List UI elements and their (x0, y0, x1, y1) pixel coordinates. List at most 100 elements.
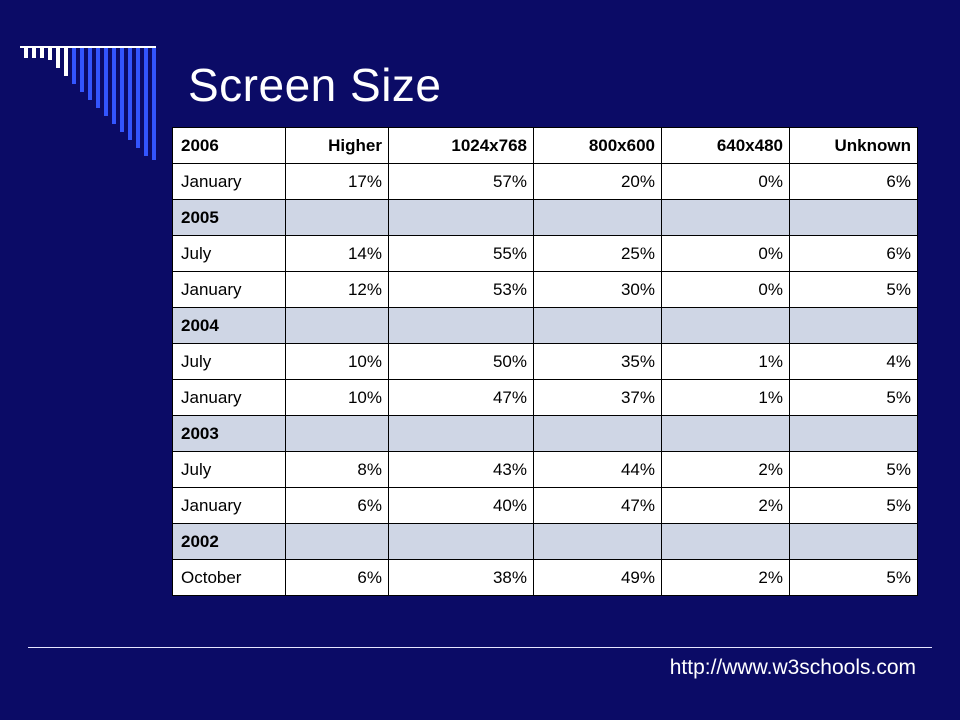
decorative-line (20, 46, 156, 48)
column-header: Unknown (789, 127, 918, 164)
empty-cell (789, 415, 918, 452)
empty-cell (388, 415, 534, 452)
empty-cell (533, 523, 662, 560)
decorative-bars (20, 46, 156, 160)
empty-cell (533, 199, 662, 236)
percent-cell: 43% (388, 451, 534, 488)
percent-cell: 1% (661, 379, 790, 416)
year-row: 2004 (172, 307, 918, 344)
footer-divider (28, 647, 932, 648)
percent-cell: 0% (661, 235, 790, 272)
percent-cell: 44% (533, 451, 662, 488)
column-header: 800x600 (533, 127, 662, 164)
month-label: July (172, 451, 286, 488)
empty-cell (285, 199, 389, 236)
month-label: January (172, 163, 286, 200)
table-row: January 10% 47% 37% 1% 5% (172, 379, 918, 416)
table-row: October 6% 38% 49% 2% 5% (172, 559, 918, 596)
table-header-row: 2006 Higher 1024x768 800x600 640x480 Unknown (172, 127, 918, 164)
decorative-bar (112, 48, 116, 124)
year-label: 2005 (172, 199, 286, 236)
empty-cell (789, 523, 918, 560)
percent-cell: 57% (388, 163, 534, 200)
percent-cell: 4% (789, 343, 918, 380)
table-row: January 12% 53% 30% 0% 5% (172, 271, 918, 308)
decorative-bar (72, 48, 76, 84)
decorative-bar (104, 48, 108, 116)
percent-cell: 38% (388, 559, 534, 596)
empty-cell (789, 199, 918, 236)
percent-cell: 5% (789, 487, 918, 524)
decorative-bar (40, 48, 44, 58)
percent-cell: 20% (533, 163, 662, 200)
percent-cell: 6% (789, 163, 918, 200)
table-row: January 6% 40% 47% 2% 5% (172, 487, 918, 524)
year-label: 2004 (172, 307, 286, 344)
percent-cell: 50% (388, 343, 534, 380)
footer-url: http://www.w3schools.com (669, 656, 916, 679)
decorative-bar (152, 48, 156, 160)
decorative-bar (64, 48, 68, 76)
month-label: July (172, 343, 286, 380)
table-row: July 8% 43% 44% 2% 5% (172, 451, 918, 488)
column-header: 1024x768 (388, 127, 534, 164)
percent-cell: 14% (285, 235, 389, 272)
year-row: 2003 (172, 415, 918, 452)
percent-cell: 25% (533, 235, 662, 272)
percent-cell: 49% (533, 559, 662, 596)
percent-cell: 53% (388, 271, 534, 308)
percent-cell: 5% (789, 559, 918, 596)
empty-cell (661, 415, 790, 452)
percent-cell: 6% (789, 235, 918, 272)
empty-cell (661, 199, 790, 236)
percent-cell: 0% (661, 163, 790, 200)
decorative-bar (96, 48, 100, 108)
table-row: January 17% 57% 20% 0% 6% (172, 163, 918, 200)
slide-title: Screen Size (188, 59, 442, 111)
column-header: 640x480 (661, 127, 790, 164)
column-header: Higher (285, 127, 389, 164)
percent-cell: 6% (285, 559, 389, 596)
screen-size-table: 2006 Higher 1024x768 800x600 640x480 Unknown J… (172, 127, 918, 596)
empty-cell (285, 307, 389, 344)
empty-cell (388, 523, 534, 560)
empty-cell (661, 523, 790, 560)
percent-cell: 5% (789, 379, 918, 416)
percent-cell: 12% (285, 271, 389, 308)
empty-cell (533, 415, 662, 452)
empty-cell (285, 523, 389, 560)
decorative-bar (48, 48, 52, 60)
percent-cell: 17% (285, 163, 389, 200)
empty-cell (661, 307, 790, 344)
year-label: 2003 (172, 415, 286, 452)
month-label: January (172, 487, 286, 524)
decorative-bar (144, 48, 148, 156)
table-row: July 14% 55% 25% 0% 6% (172, 235, 918, 272)
decorative-bar (128, 48, 132, 140)
empty-cell (388, 199, 534, 236)
percent-cell: 10% (285, 343, 389, 380)
percent-cell: 55% (388, 235, 534, 272)
month-label: October (172, 559, 286, 596)
percent-cell: 10% (285, 379, 389, 416)
percent-cell: 47% (533, 487, 662, 524)
empty-cell (533, 307, 662, 344)
month-label: January (172, 271, 286, 308)
year-row: 2002 (172, 523, 918, 560)
percent-cell: 35% (533, 343, 662, 380)
decorative-bar (136, 48, 140, 148)
decorative-bar (24, 48, 28, 58)
percent-cell: 8% (285, 451, 389, 488)
percent-cell: 2% (661, 559, 790, 596)
empty-cell (388, 307, 534, 344)
year-label: 2002 (172, 523, 286, 560)
decorative-bar (80, 48, 84, 92)
percent-cell: 47% (388, 379, 534, 416)
percent-cell: 2% (661, 451, 790, 488)
month-label: July (172, 235, 286, 272)
empty-cell (789, 307, 918, 344)
percent-cell: 5% (789, 451, 918, 488)
percent-cell: 37% (533, 379, 662, 416)
decorative-bar (120, 48, 124, 132)
percent-cell: 5% (789, 271, 918, 308)
